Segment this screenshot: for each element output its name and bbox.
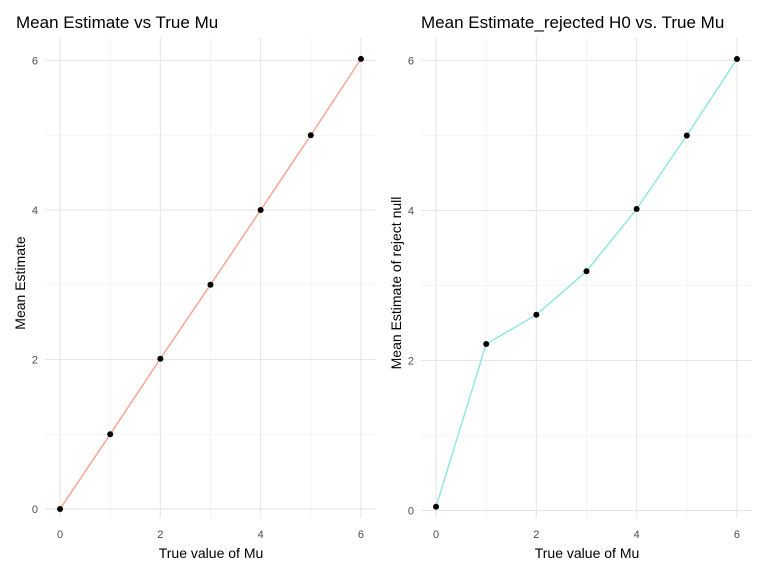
left-y-tick-label: 6 (32, 55, 38, 67)
right-x-tick-label: 2 (533, 529, 539, 541)
right-chart-xlabel: True value of Mu (535, 545, 640, 561)
right-x-tick-label: 4 (634, 529, 640, 541)
left-x-tick-label: 6 (358, 529, 364, 541)
right-y-tick-label: 0 (408, 506, 414, 518)
left-data-point (107, 431, 114, 438)
right-y-tick-label: 6 (408, 56, 414, 68)
left-chart-xlabel: True value of Mu (159, 545, 264, 561)
right-chart-title: Mean Estimate_rejected H0 vs. True Mu (421, 13, 724, 32)
right-data-point (683, 132, 690, 139)
left-chart-ylabel: Mean Estimate (12, 236, 28, 330)
right-data-point (533, 311, 540, 318)
right-data-point (433, 503, 440, 510)
left-data-point (307, 132, 314, 139)
right-x-tick-label: 0 (433, 529, 439, 541)
left-y-tick-label: 0 (32, 504, 38, 516)
left-data-point (257, 206, 264, 213)
left-x-tick-label: 4 (258, 529, 264, 541)
right-data-point (733, 56, 740, 62)
left-chart-title: Mean Estimate vs True Mu (16, 13, 218, 32)
left-data-point (357, 55, 364, 62)
left-x-tick-label: 0 (57, 529, 63, 541)
left-data-point (207, 281, 214, 288)
right-y-tick-label: 4 (408, 206, 414, 218)
right-data-point (633, 206, 640, 212)
left-data-point (157, 355, 164, 362)
right-data-point (583, 268, 590, 275)
left-data-point (57, 506, 64, 513)
right-x-tick-label: 6 (734, 529, 740, 541)
left-y-tick-label: 4 (32, 205, 38, 217)
left-y-tick-label: 2 (32, 354, 38, 366)
right-plot-panel: 0 2 4 6 0 2 4 6 (408, 38, 752, 541)
right-chart-ylabel: Mean Estimate of reject null (388, 197, 404, 370)
right-y-tick-label: 2 (408, 356, 414, 368)
right-data-point (483, 341, 490, 347)
left-plot-panel: 0 2 4 6 0 2 4 6 (32, 38, 376, 541)
left-x-tick-label: 2 (157, 529, 163, 541)
